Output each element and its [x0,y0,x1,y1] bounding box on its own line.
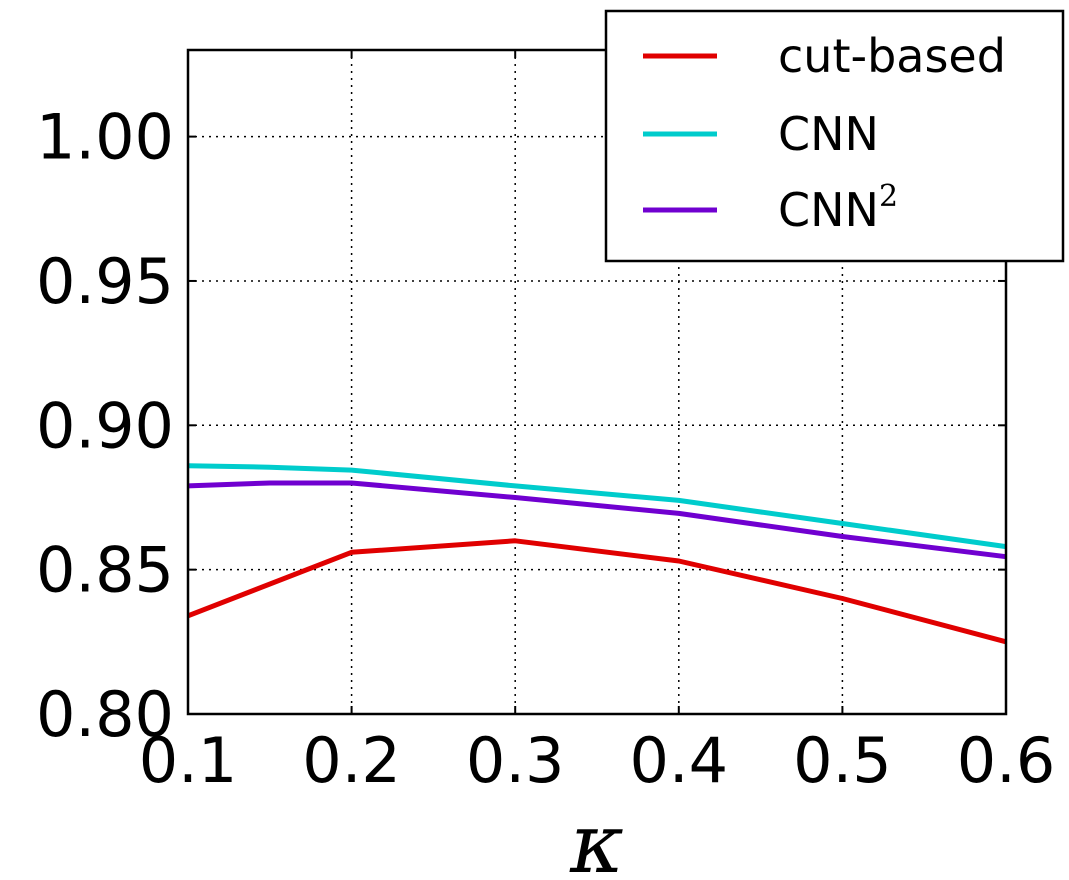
y-tick-labels: 0.80 0.85 0.90 0.95 1.00 [36,101,174,751]
legend-label-superscript: 2 [879,179,898,214]
legend-label-text: CNN [778,107,879,161]
legend-label-1: cut-based [778,29,1006,83]
x-tick-label: 0.5 [793,724,892,797]
legend-box [604,9,1065,263]
y-tick-label: 1.00 [36,101,174,174]
x-tick-label: 0.2 [302,724,401,797]
x-axis-label: κ [569,797,624,880]
legend-label-text: CNN [778,183,879,237]
y-tick-label: 0.80 [36,678,174,751]
series-line-1 [187,538,1007,645]
x-tick-labels: 0.1 0.2 0.3 0.4 0.5 0.6 [139,724,1056,797]
y-tick-label: 0.85 [36,534,174,607]
grid-lines [188,50,1006,714]
plot-frame [186,48,1008,716]
y-tick-label: 0.90 [36,389,174,462]
series-line-3 [187,480,1007,560]
legend-label-2: CNN [778,107,879,161]
series-lines [187,463,1007,645]
x-tick-label: 0.4 [629,724,728,797]
y-tick-label: 0.95 [36,245,174,318]
series-line-2 [187,463,1007,550]
legend-label-text: cut-based [778,29,1006,83]
x-tick-label: 0.6 [957,724,1056,797]
x-tick-label: 0.3 [466,724,565,797]
x-tick-label: 0.1 [139,724,238,797]
legend-label-3: CNN2 [778,179,898,237]
